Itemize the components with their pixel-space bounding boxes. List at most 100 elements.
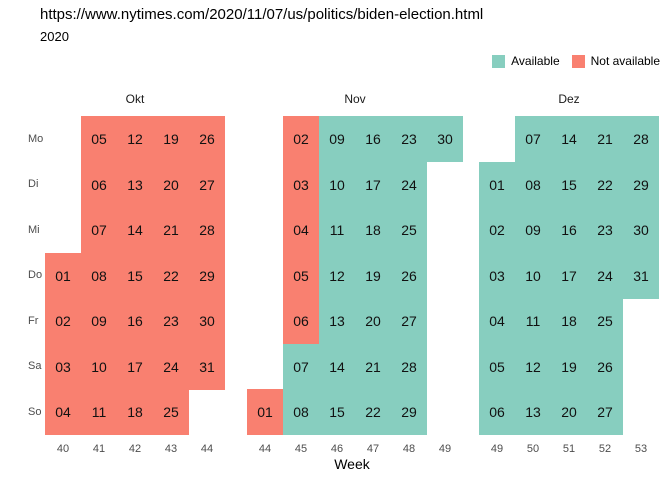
calendar-cell: 22 bbox=[587, 161, 623, 208]
month-label-nov: Nov bbox=[344, 92, 366, 106]
calendar-cell: 10 bbox=[319, 161, 355, 208]
week-label: 40 bbox=[56, 443, 70, 455]
calendar-cell: 25 bbox=[587, 298, 623, 344]
week-label: 41 bbox=[92, 443, 106, 455]
week-label: 43 bbox=[164, 443, 178, 455]
day-label-mi: Mi bbox=[28, 223, 40, 236]
calendar-cell: 17 bbox=[551, 252, 587, 299]
week-label: 44 bbox=[258, 443, 272, 455]
day-label-do: Do bbox=[28, 269, 43, 282]
calendar-cell: 14 bbox=[319, 343, 355, 390]
week-label: 45 bbox=[294, 443, 308, 455]
legend-item-not-available: Not available bbox=[571, 54, 660, 68]
calendar-cell: 17 bbox=[355, 161, 391, 208]
calendar-cell: 29 bbox=[189, 252, 225, 299]
calendar-cell: 16 bbox=[551, 207, 587, 253]
week-label: 42 bbox=[128, 443, 142, 455]
calendar-cell: 21 bbox=[355, 343, 391, 390]
calendar-cell: 24 bbox=[153, 343, 189, 390]
legend-item-available: Available bbox=[492, 54, 560, 68]
day-label-mo: Mo bbox=[28, 132, 44, 145]
calendar-cell: 01 bbox=[45, 252, 81, 299]
month-label-okt: Okt bbox=[125, 92, 145, 106]
calendar-cell: 07 bbox=[81, 207, 117, 253]
week-label: 48 bbox=[402, 443, 416, 455]
available-swatch bbox=[492, 54, 506, 68]
calendar-cell: 06 bbox=[283, 298, 319, 344]
calendar-cell: 28 bbox=[391, 343, 427, 390]
calendar-cell: 31 bbox=[623, 252, 659, 299]
calendar-cell: 13 bbox=[515, 389, 551, 435]
calendar-cell: 14 bbox=[117, 207, 153, 253]
calendar-cell: 03 bbox=[479, 252, 515, 299]
calendar-cell: 16 bbox=[117, 298, 153, 344]
calendar-cell: 19 bbox=[551, 343, 587, 390]
calendar-cell: 17 bbox=[117, 343, 153, 390]
calendar-cell: 01 bbox=[479, 161, 515, 208]
calendar-cell: 19 bbox=[153, 116, 189, 162]
calendar-cell: 13 bbox=[117, 161, 153, 208]
calendar-cell: 05 bbox=[283, 252, 319, 299]
calendar-cell: 06 bbox=[479, 389, 515, 435]
calendar-cell: 10 bbox=[81, 343, 117, 390]
calendar-cell: 04 bbox=[479, 298, 515, 344]
calendar-cell: 02 bbox=[283, 116, 319, 162]
calendar-cell: 20 bbox=[355, 298, 391, 344]
calendar-cell: 12 bbox=[319, 252, 355, 299]
week-label: 52 bbox=[598, 443, 612, 455]
calendar-cell: 22 bbox=[355, 389, 391, 435]
calendar-cell: 07 bbox=[515, 116, 551, 162]
calendar-cell: 26 bbox=[587, 343, 623, 390]
calendar-cell: 08 bbox=[81, 252, 117, 299]
calendar-cell: 03 bbox=[283, 161, 319, 208]
calendar-cell: 30 bbox=[623, 207, 659, 253]
calendar-cell: 09 bbox=[81, 298, 117, 344]
calendar-cell: 23 bbox=[153, 298, 189, 344]
calendar-cell: 15 bbox=[117, 252, 153, 299]
calendar-cell: 12 bbox=[515, 343, 551, 390]
legend-label: Not available bbox=[590, 54, 660, 68]
calendar-cell: 27 bbox=[391, 298, 427, 344]
week-label: 51 bbox=[562, 443, 576, 455]
calendar-cell: 25 bbox=[391, 207, 427, 253]
calendar-cell: 13 bbox=[319, 298, 355, 344]
calendar-cell: 26 bbox=[189, 116, 225, 162]
calendar-cell: 07 bbox=[283, 343, 319, 390]
calendar-cell: 20 bbox=[153, 161, 189, 208]
week-label: 53 bbox=[634, 443, 648, 455]
calendar-cell: 04 bbox=[283, 207, 319, 253]
day-label-fr: Fr bbox=[28, 314, 39, 327]
calendar-cell: 30 bbox=[189, 298, 225, 344]
calendar-cell: 12 bbox=[117, 116, 153, 162]
calendar-cell: 21 bbox=[153, 207, 189, 253]
calendar-cell: 22 bbox=[153, 252, 189, 299]
calendar-cell: 25 bbox=[153, 389, 189, 435]
calendar-cell: 24 bbox=[391, 161, 427, 208]
calendar-cell: 28 bbox=[189, 207, 225, 253]
calendar-cell: 27 bbox=[189, 161, 225, 208]
calendar-cell: 20 bbox=[551, 389, 587, 435]
calendar-cell: 10 bbox=[515, 252, 551, 299]
not-available-swatch bbox=[571, 54, 585, 68]
calendar-cell: 27 bbox=[587, 389, 623, 435]
calendar-cell: 18 bbox=[355, 207, 391, 253]
calendar-cell: 16 bbox=[355, 116, 391, 162]
calendar-cell: 11 bbox=[515, 298, 551, 344]
calendar-cell: 01 bbox=[247, 389, 283, 435]
calendar-cell: 06 bbox=[81, 161, 117, 208]
calendar-cell: 23 bbox=[391, 116, 427, 162]
calendar-cell: 11 bbox=[319, 207, 355, 253]
calendar-cell: 30 bbox=[427, 116, 463, 162]
day-label-so: So bbox=[28, 405, 42, 418]
calendar-cell: 08 bbox=[515, 161, 551, 208]
week-label: 47 bbox=[366, 443, 380, 455]
calendar-cell: 05 bbox=[479, 343, 515, 390]
calendar-cell: 11 bbox=[81, 389, 117, 435]
calendar-cell: 09 bbox=[319, 116, 355, 162]
calendar-cell: 02 bbox=[45, 298, 81, 344]
calendar-cell: 04 bbox=[45, 389, 81, 435]
calendar-cell: 26 bbox=[391, 252, 427, 299]
page-title: https://www.nytimes.com/2020/11/07/us/po… bbox=[40, 6, 484, 23]
calendar-cell: 21 bbox=[587, 116, 623, 162]
